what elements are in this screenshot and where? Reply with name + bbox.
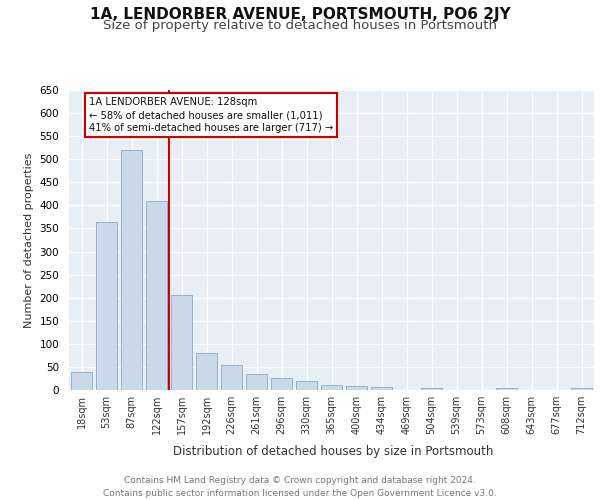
Y-axis label: Number of detached properties: Number of detached properties	[24, 152, 34, 328]
Bar	[221, 364, 242, 390]
Bar	[421, 388, 442, 390]
Bar	[271, 378, 292, 390]
Bar	[296, 381, 317, 390]
Bar	[121, 150, 142, 390]
Bar	[146, 201, 167, 390]
Text: Contains HM Land Registry data © Crown copyright and database right 2024.
Contai: Contains HM Land Registry data © Crown c…	[103, 476, 497, 498]
Text: Distribution of detached houses by size in Portsmouth: Distribution of detached houses by size …	[173, 444, 493, 458]
Bar	[371, 387, 392, 390]
Text: Size of property relative to detached houses in Portsmouth: Size of property relative to detached ho…	[103, 18, 497, 32]
Bar	[96, 222, 117, 390]
Bar	[246, 374, 267, 390]
Bar	[496, 388, 517, 390]
Bar	[571, 388, 592, 390]
Bar	[196, 353, 217, 390]
Text: 1A LENDORBER AVENUE: 128sqm
← 58% of detached houses are smaller (1,011)
41% of : 1A LENDORBER AVENUE: 128sqm ← 58% of det…	[89, 97, 333, 134]
Bar	[71, 372, 92, 390]
Bar	[346, 386, 367, 390]
Bar	[321, 386, 342, 390]
Bar	[171, 296, 192, 390]
Text: 1A, LENDORBER AVENUE, PORTSMOUTH, PO6 2JY: 1A, LENDORBER AVENUE, PORTSMOUTH, PO6 2J…	[89, 8, 511, 22]
